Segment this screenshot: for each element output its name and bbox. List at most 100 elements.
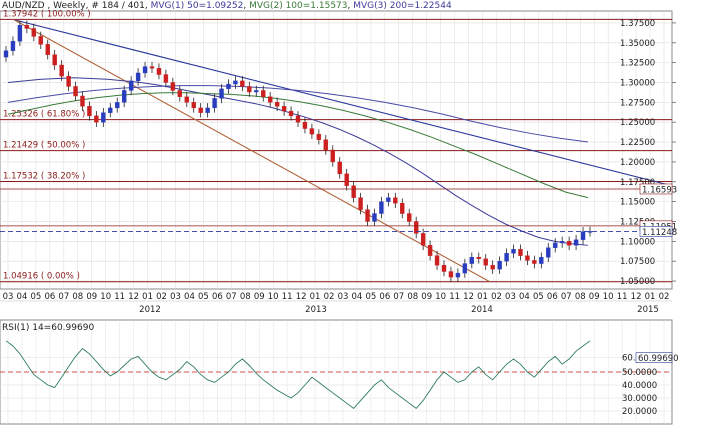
price-tag-label: 1.16593: [642, 185, 677, 195]
x-tick-label: 09: [589, 292, 600, 302]
x-tick-label: 06: [379, 292, 390, 302]
ma100-line: [7, 92, 589, 199]
candle-body: [546, 247, 551, 258]
x-tick-label: 12: [463, 292, 474, 302]
x-tick-label: 05: [365, 292, 376, 302]
rsi-title: RSI(1) 14=60.99690: [2, 323, 94, 333]
candle-body: [24, 25, 30, 29]
candle-body: [170, 82, 176, 91]
chart-header: AUD/NZD , Weekly, # 184 / 401, MVG(1) 50…: [2, 1, 452, 11]
x-tick-label: 10: [603, 292, 614, 302]
candle-body: [128, 80, 134, 91]
candle-body: [212, 98, 217, 109]
x-tick-label: 04: [17, 292, 28, 302]
price-tick-label: 1.37500: [620, 19, 655, 29]
candle-body: [441, 264, 447, 272]
candle-body: [330, 149, 335, 163]
x-tick-label: 07: [226, 292, 237, 302]
candle-body: [462, 263, 468, 274]
candle-body: [427, 245, 433, 256]
candle-body: [66, 75, 71, 87]
candle-body: [149, 66, 155, 69]
fib-levels: 1.37942 ( 100.00% ) 1.25326 ( 61.80% ) 1.2…: [0, 9, 672, 283]
candle-body: [267, 96, 273, 103]
candle-body: [316, 133, 322, 140]
candles: [3, 20, 593, 282]
candle-body: [393, 197, 398, 204]
candle-body: [476, 257, 481, 260]
diagonal-trendline: [13, 19, 491, 283]
x-tick-label: 11: [114, 292, 125, 302]
candle-body: [281, 106, 287, 112]
rsi-series-line: [5, 340, 591, 410]
time-axis: 03 04 05 06 07 08 09 10 11 12 01 02 03 04 05 06 07 08 09 10…: [0, 292, 672, 315]
candle-body: [379, 201, 384, 214]
candle-body: [490, 264, 495, 270]
x-tick-label: 02: [491, 292, 502, 302]
candle-body: [504, 253, 509, 262]
trend-lines: [13, 19, 673, 283]
rsi-value-box: [635, 352, 673, 364]
price-tick-label: 1.30000: [620, 78, 655, 88]
candle-body: [302, 121, 308, 129]
x-tick-label: 11: [449, 292, 460, 302]
candle-body: [219, 88, 224, 99]
price-tick-label: 1.32500: [620, 59, 655, 69]
price-tick-label: 1.10000: [620, 237, 655, 247]
candle-body: [163, 74, 169, 83]
x-tick-label: 07: [561, 292, 572, 302]
x-tick-label: 12: [128, 292, 139, 302]
x-tick-label: 08: [240, 292, 251, 302]
candle-body: [254, 90, 259, 93]
x-tick-label: 10: [100, 292, 111, 302]
x-tick-label: 06: [212, 292, 223, 302]
candle-body: [115, 102, 120, 109]
candle-body: [247, 86, 252, 93]
ma50-label: MVG(1) 50=1.09252: [151, 1, 244, 11]
candle-body: [323, 139, 329, 151]
ma200-line: [7, 85, 589, 143]
candle-body: [573, 239, 579, 246]
fib-label: 1.25326 ( 61.80% ): [3, 110, 85, 120]
candle-body: [52, 54, 57, 66]
rsi-value-label: 60.99690: [638, 354, 679, 364]
x-tick-label: 06: [547, 292, 558, 302]
x-tick-label: 07: [393, 292, 404, 302]
candle-body: [400, 203, 405, 214]
candle-body: [587, 231, 593, 233]
candle-body: [580, 231, 586, 240]
candle-body: [108, 107, 113, 113]
candle-body: [532, 260, 537, 264]
fib-label: 1.21429 ( 50.00% ): [3, 141, 85, 151]
price-tick-label: 1.20000: [620, 158, 655, 168]
candle-body: [518, 249, 523, 256]
candle-body: [358, 197, 363, 210]
price-y-axis: 1.37500 1.35000 1.32500 1.30000 1.27500 1.250…: [620, 19, 676, 287]
candle-body: [511, 249, 516, 254]
x-tick-label: 02: [156, 292, 167, 302]
candle-body: [344, 173, 349, 186]
candle-body: [59, 64, 64, 77]
candle-body: [420, 233, 426, 246]
candle-body: [226, 83, 231, 90]
candle-body: [309, 128, 315, 135]
ma100-label: MVG(2) 100=1.15573: [249, 1, 347, 11]
candle-body: [407, 213, 412, 222]
x-tick-label: 04: [519, 292, 530, 302]
fib-label: 1.04916 ( 0.00% ): [3, 272, 80, 282]
x-tick-label: 05: [31, 292, 42, 302]
candle-body: [295, 115, 301, 123]
x-tick-label: 05: [198, 292, 209, 302]
rsi-grid: [0, 320, 672, 424]
rsi-y-axis: 60.9969050.000040.000030.000020.000060.9…: [622, 352, 679, 417]
price-tick-label: 1.07500: [620, 257, 655, 267]
candle-body: [274, 102, 280, 107]
bars-label: # 184 / 401: [91, 1, 145, 11]
price-tag-box: [639, 226, 673, 237]
year-label: 2015: [637, 305, 659, 315]
candle-body: [413, 221, 419, 234]
year-label: 2014: [471, 305, 493, 315]
candle-body: [184, 96, 189, 103]
price-tick-label: 1.25000: [620, 118, 655, 128]
